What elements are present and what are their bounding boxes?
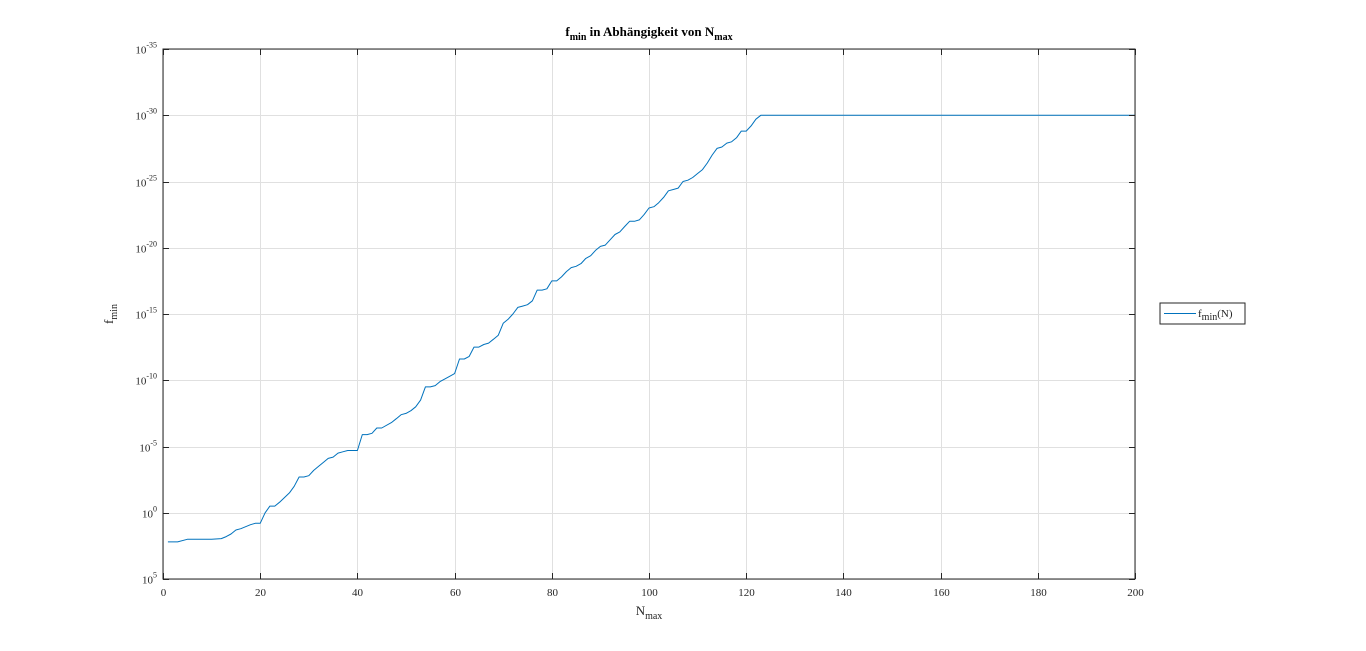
x-tick-label: 160 — [933, 587, 950, 599]
x-tick-labels: 0 20 40 60 80 100 120 140 160 180 200 — [161, 587, 1145, 599]
x-tick-label: 200 — [1127, 587, 1144, 599]
legend-box — [1159, 302, 1246, 325]
y-tick-labels: 105 100 10-5 10-10 10-15 10-20 10-25 10-30 10-35 — [135, 41, 157, 587]
y-tick-label: 10-5 — [139, 439, 157, 455]
y-tick-label: 10-10 — [135, 372, 157, 388]
x-tick-label: 180 — [1030, 587, 1047, 599]
legend: fmin(N) — [1159, 302, 1246, 325]
x-axis-label: Nmax — [636, 603, 663, 622]
legend-entry: fmin(N) — [1198, 308, 1233, 323]
y-tick-label: 10-30 — [135, 107, 157, 123]
y-tick-label: 10-35 — [135, 41, 157, 57]
y-tick-label: 105 — [142, 571, 157, 587]
x-tick-label: 120 — [738, 587, 755, 599]
axis-ticks — [163, 49, 1136, 580]
y-tick-label: 10-20 — [135, 240, 157, 256]
x-tick-label: 100 — [641, 587, 658, 599]
series-line — [167, 114, 1135, 543]
y-tick-label: 10-25 — [135, 174, 157, 190]
x-tick-label: 80 — [547, 587, 559, 599]
x-tick-label: 60 — [450, 587, 462, 599]
x-tick-label: 20 — [255, 587, 267, 599]
chart-title: fmin in Abhängigkeit von Nmax — [565, 24, 732, 43]
series-layer — [167, 114, 1135, 543]
x-tick-label: 0 — [161, 587, 167, 599]
y-tick-label: 10-15 — [135, 306, 157, 322]
x-tick-label: 140 — [835, 587, 852, 599]
x-tick-label: 40 — [352, 587, 364, 599]
y-axis-label: fmin — [101, 304, 120, 324]
y-tick-label: 100 — [142, 505, 157, 521]
